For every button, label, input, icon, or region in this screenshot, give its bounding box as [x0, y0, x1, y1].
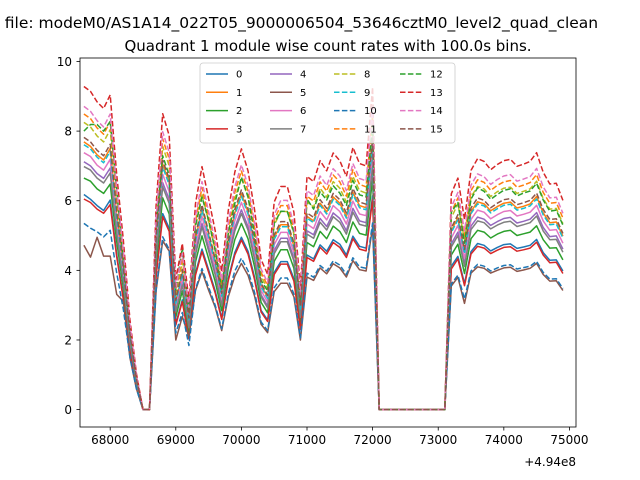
series-lines [83, 85, 564, 411]
y-tick-label: 0 [64, 403, 72, 417]
legend-label-5: 5 [300, 88, 306, 99]
legend-label-0: 0 [236, 70, 242, 81]
legend-label-10: 10 [364, 106, 377, 117]
x-tick-label: 70000 [222, 433, 260, 447]
x-tick-label: 71000 [288, 433, 326, 447]
series-line-6 [83, 152, 564, 411]
legend-label-7: 7 [300, 124, 306, 135]
legend-label-11: 11 [364, 124, 377, 135]
x-tick-label: 73000 [419, 433, 457, 447]
legend-label-12: 12 [430, 70, 443, 81]
legend-label-9: 9 [364, 88, 370, 99]
series-line-13 [83, 85, 564, 411]
series-line-7 [83, 165, 564, 411]
series-line-4 [83, 161, 564, 411]
legend-label-8: 8 [364, 70, 370, 81]
legend-label-2: 2 [236, 106, 242, 117]
y-tick-label: 6 [64, 194, 72, 208]
y-tick-label: 8 [64, 125, 72, 139]
legend-box [199, 62, 456, 144]
legend-label-15: 15 [430, 124, 443, 135]
legend-label-6: 6 [300, 106, 306, 117]
axes: 68000 69000 70000 71000 72000 73000 74000 75000… [57, 55, 589, 447]
legend-label-1: 1 [236, 88, 242, 99]
series-line-12 [83, 120, 564, 411]
series-line-15 [83, 136, 564, 411]
legend-label-14: 14 [430, 106, 443, 117]
series-line-14 [83, 105, 564, 411]
series-line-3 [83, 198, 564, 411]
series-line-11 [83, 113, 564, 411]
series-line-9 [83, 144, 564, 411]
x-tick-label: 72000 [354, 433, 392, 447]
axes-frame [79, 57, 577, 428]
x-tick-label: 75000 [550, 433, 588, 447]
chart-title: Quadrant 1 module wise count rates with … [124, 37, 531, 55]
series-line-10 [83, 222, 564, 411]
x-tick-label: 68000 [91, 433, 129, 447]
series-line-1 [83, 141, 564, 411]
series-line-5 [83, 226, 564, 411]
legend-label-13: 13 [430, 88, 443, 99]
series-line-2 [83, 177, 564, 411]
y-tick-label: 10 [57, 55, 72, 69]
y-tick-label: 4 [64, 264, 72, 278]
plot-area [83, 85, 564, 411]
y-tick-label: 2 [64, 333, 72, 347]
legend-label-3: 3 [236, 124, 242, 135]
figure-suptitle: n file: modeM0/AS1A14_022T05_9000006504_… [0, 14, 598, 33]
series-line-8 [83, 121, 564, 411]
x-tick-label: 74000 [485, 433, 523, 447]
series-line-0 [83, 193, 564, 411]
x-offset-text: +4.94e8 [524, 455, 576, 469]
legend-label-4: 4 [300, 70, 306, 81]
x-tick-label: 69000 [157, 433, 195, 447]
